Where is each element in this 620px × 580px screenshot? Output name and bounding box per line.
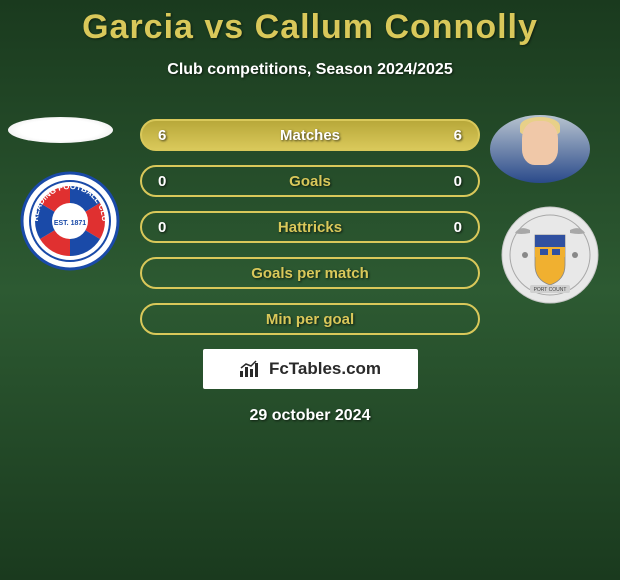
svg-text:PORT COUNT: PORT COUNT: [534, 287, 567, 293]
date-text: 29 october 2024: [0, 407, 620, 425]
svg-text:EST. 1871: EST. 1871: [54, 220, 86, 227]
brand-badge: FcTables.com: [203, 349, 418, 389]
stat-label: Min per goal: [266, 311, 354, 328]
stat-row-goals-per-match: Goals per match: [140, 257, 480, 289]
stat-right-value: 0: [454, 173, 462, 190]
comparison-area: EST. 1871 READING FOOTBALL CLU PORT COUN…: [0, 111, 620, 425]
stats-bars: 6 Matches 6 0 Goals 0 0 Hattricks 0 Goal…: [140, 111, 480, 335]
stat-label: Goals per match: [251, 265, 369, 282]
stat-label: Hattricks: [278, 219, 342, 236]
page-title: Garcia vs Callum Connolly: [0, 0, 620, 47]
club-crest-right: PORT COUNT: [500, 205, 600, 305]
stat-label: Matches: [280, 127, 340, 144]
brand-text: FcTables.com: [269, 359, 381, 379]
stat-right-value: 6: [454, 127, 462, 144]
stat-label: Goals: [289, 173, 331, 190]
stat-row-goals: 0 Goals 0: [140, 165, 480, 197]
stat-row-matches: 6 Matches 6: [140, 119, 480, 151]
page-subtitle: Club competitions, Season 2024/2025: [0, 61, 620, 79]
stat-left-value: 6: [158, 127, 166, 144]
chart-icon: [239, 360, 263, 378]
club-crest-left: EST. 1871 READING FOOTBALL CLU: [20, 171, 120, 271]
player-left-avatar: [8, 117, 113, 143]
stat-right-value: 0: [454, 219, 462, 236]
stat-row-min-per-goal: Min per goal: [140, 303, 480, 335]
stat-left-value: 0: [158, 173, 166, 190]
player-right-avatar: [490, 115, 590, 183]
stat-row-hattricks: 0 Hattricks 0: [140, 211, 480, 243]
stat-left-value: 0: [158, 219, 166, 236]
